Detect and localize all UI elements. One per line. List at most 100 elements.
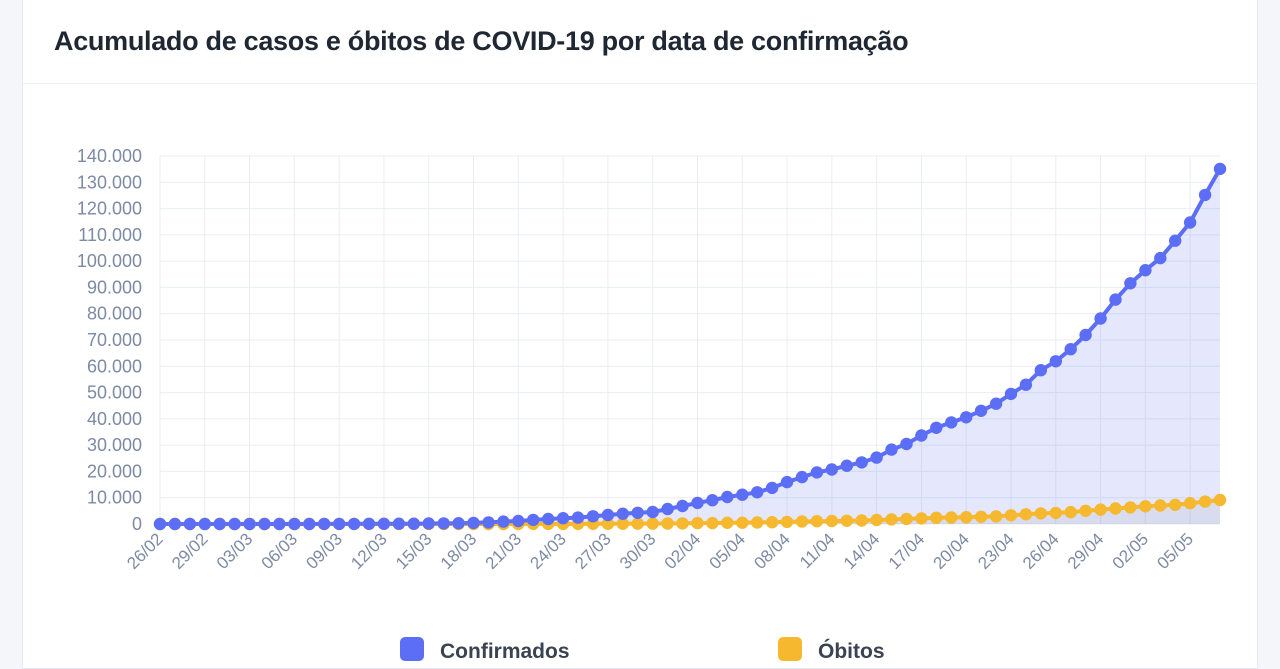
data-point-2 — [1079, 504, 1092, 517]
series-area-1 — [160, 168, 1220, 524]
y-tick-label: 70.000 — [87, 330, 142, 350]
y-tick-label: 10.000 — [87, 488, 142, 508]
data-point-1 — [1124, 277, 1137, 290]
x-tick-label: 29/02 — [168, 529, 212, 573]
data-point-1 — [706, 494, 719, 507]
legend: Confirmados Óbitos — [400, 637, 885, 663]
data-point-2 — [1198, 495, 1212, 508]
data-point-2 — [736, 516, 749, 529]
data-point-1 — [1183, 216, 1197, 229]
x-tick-label: 26/04 — [1019, 529, 1063, 573]
data-point-1 — [676, 499, 689, 513]
data-point-2 — [1213, 493, 1227, 507]
legend-swatch-1 — [400, 637, 424, 661]
data-point-1 — [1213, 162, 1227, 176]
x-tick-label: 12/03 — [347, 529, 391, 573]
data-point-2 — [870, 513, 883, 527]
data-point-1 — [691, 496, 704, 510]
data-point-1 — [900, 437, 913, 451]
y-tick-label: 90.000 — [87, 277, 142, 297]
x-tick-label: 18/03 — [437, 529, 481, 573]
data-point-1 — [228, 517, 241, 531]
data-point-1 — [616, 507, 629, 520]
x-tick-label: 17/04 — [885, 529, 929, 573]
legend-label-2: Óbitos — [818, 639, 885, 663]
y-tick-label: 80.000 — [87, 304, 142, 324]
data-point-1 — [661, 502, 674, 516]
x-tick-label: 11/04 — [796, 529, 839, 572]
y-tick-label: 100.000 — [77, 251, 142, 271]
data-point-1 — [347, 517, 361, 531]
data-point-1 — [407, 517, 420, 530]
x-tick-label: 03/03 — [213, 529, 257, 573]
data-point-1 — [198, 517, 211, 531]
data-point-2 — [810, 515, 824, 528]
data-point-1 — [930, 421, 943, 434]
y-tick-label: 40.000 — [87, 409, 142, 429]
x-tick-label: 14/04 — [840, 529, 884, 573]
data-point-1 — [840, 459, 853, 472]
chart-card: Acumulado de casos e óbitos de COVID-19 … — [22, 0, 1258, 669]
data-point-2 — [1064, 505, 1077, 519]
data-point-1 — [288, 517, 301, 531]
data-point-1 — [915, 429, 928, 442]
data-point-2 — [855, 514, 868, 527]
card-header: Acumulado de casos e óbitos de COVID-19 … — [23, 0, 1257, 84]
y-tick-label: 130.000 — [77, 172, 142, 192]
data-point-1 — [377, 517, 391, 530]
data-point-2 — [1109, 502, 1122, 515]
data-point-2 — [1034, 507, 1048, 520]
data-point-2 — [1049, 506, 1063, 520]
x-tick-label: 06/03 — [258, 529, 302, 573]
data-point-2 — [706, 516, 719, 530]
data-point-1 — [303, 517, 316, 531]
data-point-1 — [721, 490, 734, 504]
x-tick-label: 29/04 — [1064, 529, 1108, 573]
data-point-2 — [676, 517, 689, 530]
data-point-1 — [333, 517, 346, 531]
data-point-2 — [825, 514, 838, 528]
data-point-2 — [974, 510, 988, 523]
y-tick-label: 110.000 — [78, 225, 142, 245]
x-tick-label: 09/03 — [302, 529, 346, 573]
data-point-1 — [497, 515, 510, 528]
data-point-1 — [1034, 364, 1048, 377]
x-tick-label: 05/04 — [706, 529, 750, 573]
data-point-1 — [1094, 312, 1107, 325]
series-points — [153, 162, 1227, 531]
grid — [159, 155, 1220, 525]
data-point-1 — [482, 516, 495, 529]
y-tick-label: 50.000 — [87, 383, 142, 403]
x-tick-label: 05/05 — [1153, 529, 1197, 573]
x-tick-label: 23/04 — [974, 529, 1018, 573]
x-tick-label: 27/03 — [571, 529, 615, 573]
data-point-1 — [153, 517, 167, 531]
x-tick-label: 21/03 — [482, 529, 526, 573]
data-point-1 — [542, 512, 555, 526]
data-point-1 — [556, 512, 570, 525]
data-point-1 — [601, 508, 615, 522]
data-point-1 — [855, 456, 868, 469]
data-point-1 — [1004, 387, 1018, 401]
data-point-1 — [437, 517, 450, 530]
data-point-1 — [974, 404, 988, 417]
data-point-1 — [1109, 293, 1122, 306]
data-point-2 — [945, 511, 958, 524]
data-point-2 — [751, 516, 764, 529]
data-point-1 — [183, 517, 197, 531]
data-point-2 — [1004, 509, 1018, 522]
data-point-1 — [1139, 264, 1152, 277]
data-point-1 — [780, 475, 794, 489]
data-point-1 — [1154, 251, 1167, 265]
data-point-2 — [721, 516, 734, 529]
data-point-2 — [840, 514, 853, 527]
data-point-2 — [691, 516, 704, 530]
data-point-1 — [960, 411, 973, 424]
legend-label-1: Confirmados — [440, 640, 570, 663]
data-point-1 — [422, 517, 435, 530]
data-point-1 — [1019, 378, 1033, 391]
data-point-1 — [736, 488, 749, 501]
data-point-2 — [1019, 508, 1033, 521]
data-point-2 — [1139, 500, 1152, 513]
